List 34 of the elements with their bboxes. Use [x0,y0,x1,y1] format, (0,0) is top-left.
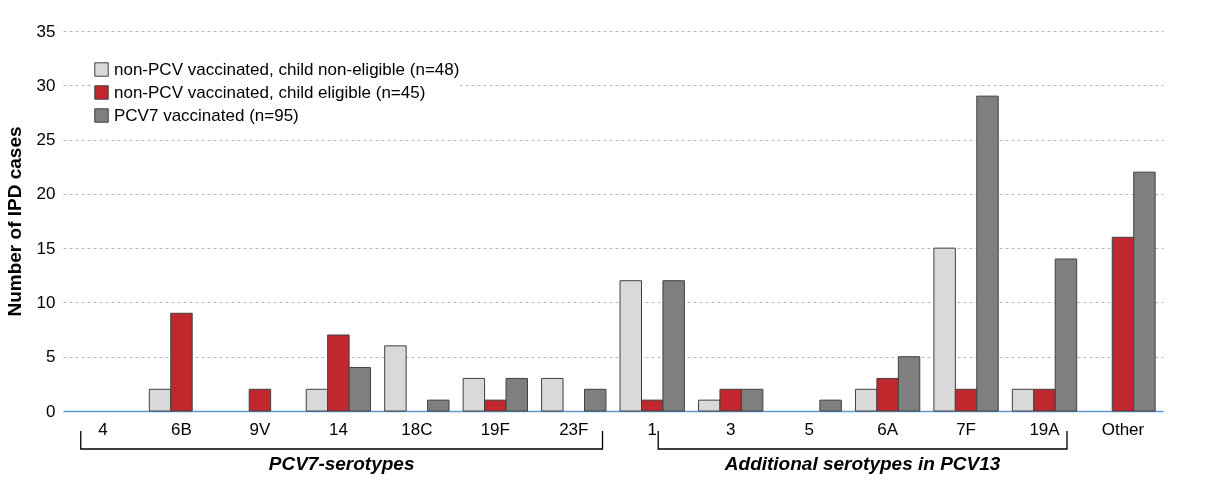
x-tick-label: 5 [804,419,814,439]
y-tick-label: 30 [36,75,56,95]
text: Additional serotypes in PCV13 [724,453,1001,475]
bar [384,345,407,412]
x-tick-label: 19A [1029,419,1061,439]
bar [819,399,842,412]
bar [248,388,272,412]
bar [541,377,564,412]
y-tick-label: 35 [36,21,56,41]
x-tick-label: 1 [647,419,657,439]
y-tick-label: 20 [36,184,56,204]
y-tick-label: 25 [36,130,56,150]
bar [583,388,607,412]
x-tick-label: 9V [249,419,271,439]
bar [427,399,450,412]
y-axis-title: Number of IPD cases [3,126,25,317]
x-tick-label: 6B [171,419,192,439]
text: PCV7-serotypes [268,453,415,475]
x-tick-label: 18C [401,419,433,439]
x-tick-label: 4 [98,419,108,439]
x-tick-label: 23F [559,419,589,439]
y-tick-label: 5 [46,347,56,367]
legend-label: PCV7 vaccinated (n=95) [114,105,299,125]
y-tick-label: 0 [46,401,56,421]
y-tick-label: 10 [36,292,56,312]
legend-label: non-PCV vaccinated, child eligible (n=45) [114,82,426,102]
legend-label: non-PCV vaccinated, child non-eligible (n=48) [114,59,460,79]
x-tick-label: 19F [480,419,510,439]
x-tick-label: 14 [328,419,348,439]
x-tick-label: Other [1101,419,1145,439]
x-tick-label: 3 [725,419,736,439]
y-tick-label: 15 [36,238,56,258]
x-tick-label: 6A [877,419,899,439]
x-tick-label: 7F [956,419,976,439]
